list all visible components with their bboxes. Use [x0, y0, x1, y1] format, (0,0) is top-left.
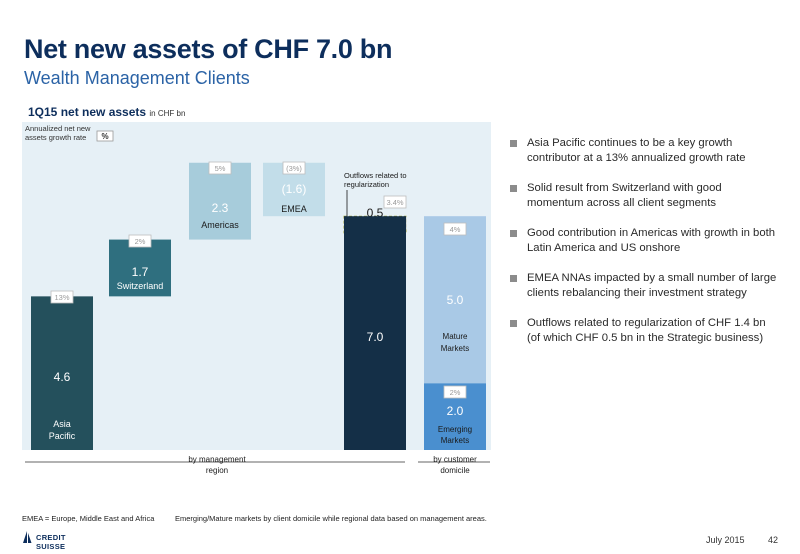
chart-title: 1Q15 net new assets in CHF bn: [28, 105, 185, 119]
bar-label-mature-line1: Mature: [443, 332, 468, 341]
growth-badge-mature-markets: 4%: [450, 225, 461, 234]
bullet-square-icon: [510, 230, 517, 237]
legend-growth-label-line2: assets growth rate: [25, 133, 86, 142]
legend-percent-symbol: %: [101, 132, 108, 141]
footer-date: July 2015: [706, 535, 745, 545]
growth-badge-emea-box: [282, 161, 306, 175]
growth-badge-emerging-markets-box: [443, 385, 467, 399]
bar-value-mature-markets: 5.0: [447, 293, 464, 307]
sails-logo-icon: [23, 531, 32, 543]
bullet-text: Asia Pacific continues to be a key growt…: [527, 137, 746, 164]
bar-americas: [189, 162, 251, 240]
bar-label-mature-line2: Markets: [441, 344, 469, 353]
growth-badge-emerging-markets: 2%: [450, 388, 461, 397]
growth-badge-before-outflows: 3.4%: [386, 198, 403, 207]
bar-label-switzerland: Switzerland: [117, 281, 164, 291]
bar-label-asia-pacific-line1: Asia: [53, 419, 71, 429]
growth-badge-mature-markets-box: [443, 222, 467, 236]
group-label-management-line2: region: [206, 466, 228, 475]
bullet-square-icon: [510, 185, 517, 192]
footnote-markets: Emerging/Mature markets by client domici…: [175, 514, 487, 523]
bullet-item: Outflows related to regularization of CH…: [510, 316, 780, 346]
growth-badge-switzerland: 2%: [135, 237, 146, 246]
growth-badge-emea: (3%): [286, 164, 302, 173]
bar-mature-markets: [424, 216, 486, 384]
chart-unit: in CHF bn: [149, 109, 186, 118]
bullet-text: Solid result from Switzerland with good …: [527, 182, 722, 209]
chart-title-text: 1Q15 net new assets: [28, 105, 147, 119]
bar-label-asia-pacific-line2: Pacific: [49, 431, 76, 441]
group-label-domicile-line1: by customer: [433, 455, 477, 464]
chart-panel: [22, 122, 491, 450]
group-label-management-line1: by management: [188, 455, 246, 464]
bar-label-americas: Americas: [201, 220, 239, 230]
bar-value-asia-pacific: 4.6: [54, 370, 71, 384]
bar-value-switzerland: 1.7: [132, 265, 149, 279]
bullet-item: Solid result from Switzerland with good …: [510, 181, 780, 211]
page-title: Net new assets of CHF 7.0 bn: [24, 34, 393, 64]
logo-text: CREDIT SUISSE: [36, 533, 66, 551]
bar-total: [344, 216, 406, 450]
bullet-item: Good contribution in Americas with growt…: [510, 226, 780, 256]
growth-badge-asia-pacific-box: [50, 290, 74, 304]
bar-label-outflows-line1: Outflows related to: [344, 171, 407, 180]
page-subtitle: Wealth Management Clients: [24, 68, 250, 88]
bar-value-americas: 2.3: [212, 201, 229, 215]
footnote-emea: EMEA = Europe, Middle East and Africa: [22, 514, 155, 523]
growth-badge-americas: 5%: [215, 164, 226, 173]
growth-badge-americas-box: [208, 161, 232, 175]
growth-badge-switzerland-box: [128, 234, 152, 248]
bullet-item: EMEA NNAs impacted by a small number of …: [510, 271, 780, 301]
company-logo: CREDIT SUISSE: [22, 530, 94, 551]
bar-label-emea: EMEA: [281, 204, 307, 214]
growth-badge-asia-pacific: 13%: [54, 293, 69, 302]
bar-value-total: 7.0: [367, 330, 384, 344]
bullet-text: Good contribution in Americas with growt…: [527, 227, 776, 254]
bar-label-outflows-line2: regularization: [344, 180, 389, 189]
bullet-square-icon: [510, 320, 517, 327]
page-number: 42: [768, 535, 779, 545]
bullet-text: EMEA NNAs impacted by a small number of …: [527, 272, 777, 299]
growth-badge-before-outflows-box: [383, 195, 407, 209]
legend-growth-label-line1: Annualized net new: [25, 124, 91, 133]
bullet-item: Asia Pacific continues to be a key growt…: [510, 136, 780, 166]
bar-label-emerging-line1: Emerging: [438, 425, 472, 434]
group-label-domicile-line2: domicile: [440, 466, 470, 475]
bar-label-emerging-line2: Markets: [441, 436, 469, 445]
bar-value-emerging-markets: 2.0: [447, 404, 464, 418]
bar-value-emea: (1.6): [282, 182, 307, 196]
bar-switzerland: [109, 239, 171, 297]
bar-asia-pacific: [31, 296, 93, 450]
bullet-text: Outflows related to regularization of CH…: [527, 317, 766, 344]
bullet-square-icon: [510, 140, 517, 147]
legend-percent-box: [96, 130, 114, 142]
bullet-list: Asia Pacific continues to be a key growt…: [510, 136, 780, 361]
bullet-square-icon: [510, 275, 517, 282]
